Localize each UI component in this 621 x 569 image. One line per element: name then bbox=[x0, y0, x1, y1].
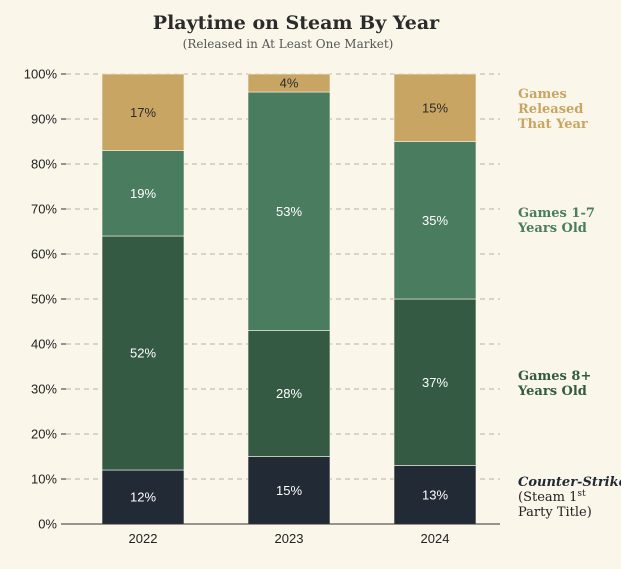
y-tick-label: 50% bbox=[31, 292, 57, 307]
bar-segment bbox=[247, 330, 331, 457]
bar-segment bbox=[393, 465, 477, 525]
bar-value-label: 19% bbox=[130, 186, 156, 201]
bar-value-label: 12% bbox=[130, 490, 156, 505]
y-tick-label: 100% bbox=[24, 67, 58, 82]
legend-released: Games Released That Year bbox=[518, 87, 588, 132]
bar-value-label: 37% bbox=[422, 375, 448, 390]
bar-segment bbox=[101, 235, 185, 471]
bar-segment bbox=[393, 73, 477, 142]
bar-value-label: 35% bbox=[422, 213, 448, 228]
legend-cs: Counter-Strike (Steam 1st Party Title) bbox=[518, 475, 621, 520]
bar-value-label: 53% bbox=[276, 204, 302, 219]
legend-young: Games 1-7 Years Old bbox=[517, 206, 599, 236]
y-tick-label: 70% bbox=[31, 202, 57, 217]
bar-value-label: 52% bbox=[130, 346, 156, 361]
chart-subtitle: (Released in At Least One Market) bbox=[183, 37, 394, 51]
x-tick-label: 2023 bbox=[275, 531, 304, 546]
y-tick-label: 80% bbox=[31, 157, 57, 172]
bar-segment bbox=[101, 150, 185, 237]
chart-title: Playtime on Steam By Year bbox=[153, 12, 440, 34]
x-tick-label: 2022 bbox=[129, 531, 158, 546]
y-tick-label: 60% bbox=[31, 247, 57, 262]
bar-segment bbox=[101, 73, 185, 151]
bar-segment bbox=[247, 73, 331, 93]
bars: 12% 52% 19% 17% 15% 28% 53% 4% 13% 37% 35% 15% bbox=[101, 73, 477, 525]
bar-value-label: 4% bbox=[280, 76, 299, 91]
y-tick-label: 20% bbox=[31, 427, 57, 442]
bar-value-label: 15% bbox=[276, 483, 302, 498]
bar-value-label: 13% bbox=[422, 487, 448, 502]
bar-segment bbox=[101, 469, 185, 525]
x-axis-ticks: 2022 2023 2024 bbox=[129, 531, 450, 546]
x-tick-label: 2024 bbox=[421, 531, 450, 546]
bar-segment bbox=[247, 91, 331, 331]
bar-segment bbox=[393, 141, 477, 300]
bar-segment bbox=[247, 456, 331, 525]
y-tick-label: 40% bbox=[31, 337, 57, 352]
y-axis-ticks: 0% 10% 20% 30% 40% 50% 60% 70% 80% 90% 100% bbox=[24, 67, 66, 532]
bar-value-label: 28% bbox=[276, 386, 302, 401]
legend-old: Games 8+ Years Old bbox=[517, 369, 596, 399]
y-tick-label: 90% bbox=[31, 112, 57, 127]
y-tick-label: 30% bbox=[31, 382, 57, 397]
y-tick-label: 10% bbox=[31, 472, 57, 487]
bar-value-label: 17% bbox=[130, 105, 156, 120]
bar-segment bbox=[393, 298, 477, 466]
bar-value-label: 15% bbox=[422, 100, 448, 115]
y-tick-label: 0% bbox=[38, 517, 57, 532]
legend: Games Released That Year Games 1-7 Years… bbox=[517, 87, 621, 520]
